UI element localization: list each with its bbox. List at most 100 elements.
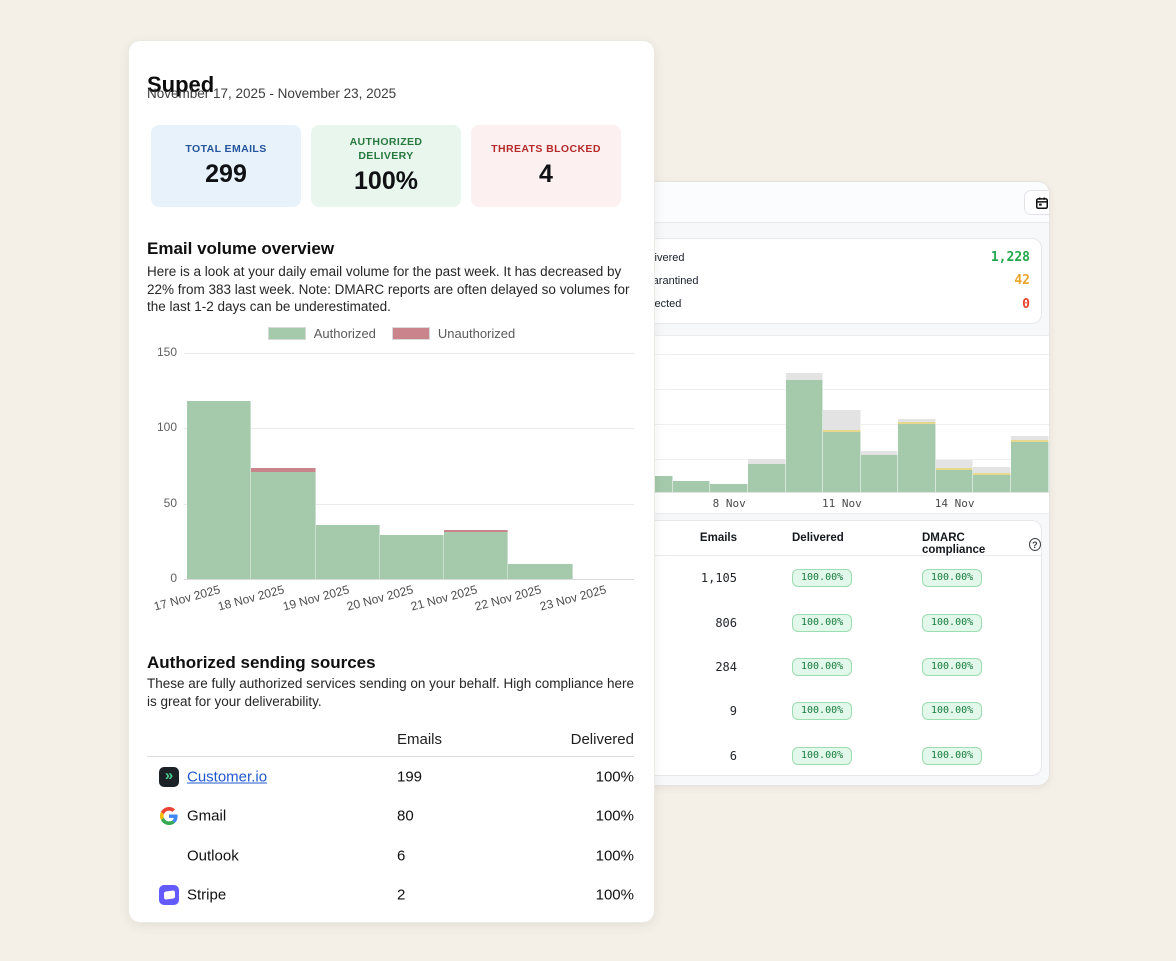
dmarc-badge: 100.00% (922, 702, 983, 721)
stacked-bar-segment (935, 460, 974, 468)
sources-section-heading: Authorized sending sources (147, 653, 376, 672)
stat-value: 1,228 (990, 250, 1030, 266)
bar-authorized (508, 563, 573, 579)
stacked-bar-segment (747, 464, 786, 492)
calendar-icon (1035, 196, 1049, 209)
stat-row-rejected: Rejected 0 (638, 297, 1030, 312)
customerio-link[interactable]: Customer.io (187, 768, 268, 786)
col-header-emails: Emails (699, 532, 737, 544)
bar-unauthorized (444, 530, 509, 533)
customerio-logo-icon: » (159, 766, 179, 787)
source-row-outlook: Outlook 6 100% (147, 836, 634, 876)
emails-value: 806 (715, 615, 737, 630)
delivered-badge: 100.00% (792, 613, 853, 632)
dmarc-badge: 100.00% (922, 657, 983, 676)
stacked-bar-segment (898, 422, 936, 424)
delivered-badge: 100.00% (792, 746, 853, 765)
source-row-stripe: Stripe 2 100% (147, 876, 634, 916)
authorized-swatch-icon (267, 327, 306, 340)
delivered-badge: 100.00% (792, 569, 853, 588)
x-axis-tick: 14 Nov (934, 497, 975, 510)
stacked-bar-segment (672, 481, 711, 492)
emails-value: 284 (715, 659, 737, 674)
sources-table-header: Emails Delivered (147, 719, 634, 757)
stat-label: THREATS BLOCKED (491, 143, 601, 156)
sources-section-description: These are fully authorized services send… (147, 676, 635, 709)
stat-box-total-emails: TOTAL EMAILS 299 (151, 125, 301, 207)
emails-value: 199 (397, 768, 423, 786)
stacked-bar-segment (1011, 436, 1049, 440)
microsoft-logo-icon (159, 846, 179, 866)
stripe-logo-icon (159, 885, 179, 906)
col-header-delivered: Delivered (570, 731, 634, 748)
y-axis-label: 150 (156, 345, 177, 359)
stat-value: 4 (539, 159, 553, 188)
stacked-bar-segment (785, 373, 824, 380)
bar-authorized (379, 535, 445, 579)
bar-unauthorized (251, 467, 316, 473)
emails-value: 9 (729, 704, 737, 719)
stat-value: 100% (354, 166, 418, 195)
volume-section-description: Here is a look at your daily email volum… (147, 264, 630, 315)
stacked-bar-segment (823, 432, 861, 492)
legend-item-authorized[interactable]: Authorized (267, 326, 376, 341)
table-row: 806 100.00% 100.00% (632, 600, 1041, 644)
stat-value: 299 (205, 159, 247, 188)
table-row: 9 100.00% 100.00% (632, 689, 1041, 733)
delivered-value: 100% (595, 847, 634, 865)
help-icon[interactable]: ? (1028, 537, 1041, 551)
table-row: 1,105 100.00% 100.00% (632, 556, 1041, 600)
date-range-button[interactable] (1024, 190, 1049, 215)
emails-value: 6 (397, 847, 406, 865)
chart-legend: Authorized Unauthorized (129, 326, 654, 341)
delivery-stats-panel: Delivered 1,228 Quarantined 42 Rejected … (631, 238, 1042, 324)
col-header-dmarc: DMARC compliance ? (922, 532, 1041, 556)
bar-authorized (187, 401, 252, 579)
stat-value: 42 (1014, 273, 1030, 289)
source-row-customerio: » Customer.io 199 100% (147, 757, 634, 797)
dmarc-badge: 100.00% (922, 746, 983, 765)
bar-authorized (251, 472, 316, 579)
gmail-logo-icon (159, 806, 179, 826)
stacked-bar-segment (1011, 442, 1049, 492)
sources-table: Emails Delivered » Customer.io 199 100% … (147, 719, 634, 915)
stacked-bar-segment (973, 473, 1011, 475)
emails-value: 80 (397, 807, 414, 825)
stacked-bar-segment (973, 475, 1011, 492)
stat-label: AUTHORIZED DELIVERY (349, 136, 423, 162)
x-axis-label: 23 Nov 2025 (538, 582, 608, 614)
source-name: Customer.io (187, 768, 267, 785)
stat-box-authorized-delivery: AUTHORIZED DELIVERY 100% (311, 125, 461, 207)
report-card: Suped November 17, 2025 - November 23, 2… (128, 40, 655, 923)
dashboard-senders-table: Emails Delivered DMARC compliance ? 1,10… (631, 520, 1042, 776)
y-axis-label: 0 (170, 571, 177, 585)
stat-box-threats-blocked: THREATS BLOCKED 4 (471, 125, 621, 207)
report-title: Suped (147, 71, 215, 97)
stat-row-delivered: Delivered 1,228 (638, 250, 1030, 265)
stacked-bar-segment (898, 424, 936, 492)
bar-authorized (315, 524, 380, 579)
stacked-bar-segment (823, 430, 861, 432)
delivered-badge: 100.00% (792, 657, 853, 676)
bar-authorized (444, 532, 509, 579)
delivered-badge: 100.00% (792, 702, 853, 721)
stacked-bar-segment (785, 380, 824, 492)
stat-value: 0 (1022, 296, 1030, 312)
col-header-emails: Emails (397, 731, 443, 748)
stacked-bar-segment (898, 419, 936, 422)
stacked-bar-segment (860, 455, 899, 492)
y-axis-label: 50 (163, 495, 177, 510)
x-axis-label: 19 Nov 2025 (280, 582, 351, 614)
emails-value: 2 (397, 886, 406, 904)
report-date-range: November 17, 2025 - November 23, 2025 (147, 86, 397, 101)
table-header: Emails Delivered DMARC compliance ? (632, 521, 1041, 556)
unauthorized-swatch-icon (391, 327, 430, 340)
source-name: Gmail (187, 807, 227, 825)
legend-item-unauthorized[interactable]: Unauthorized (391, 326, 515, 341)
stat-row-quarantined: Quarantined 42 (638, 273, 1030, 288)
stacked-bar-segment (1011, 440, 1049, 442)
delivered-value: 100% (595, 807, 634, 825)
x-axis-tick: 11 Nov (822, 497, 862, 510)
stat-label: TOTAL EMAILS (185, 143, 267, 156)
stacked-bar-segment (710, 484, 748, 492)
